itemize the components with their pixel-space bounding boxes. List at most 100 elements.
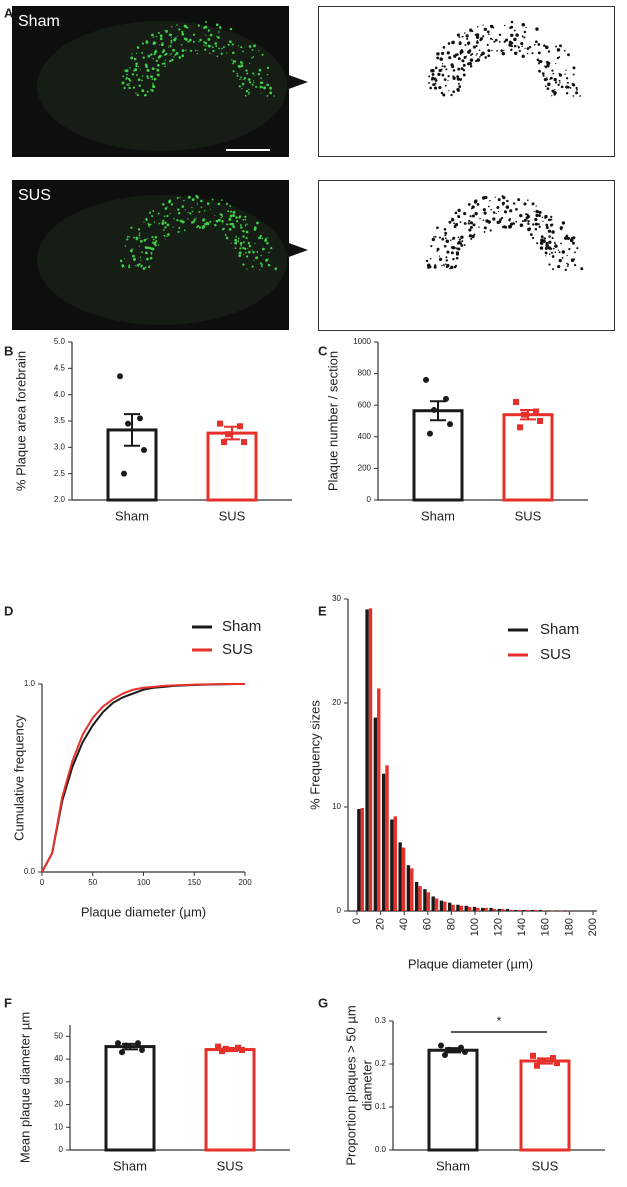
speckle [479, 217, 481, 220]
speckle [460, 235, 464, 239]
speckle [251, 249, 254, 251]
speckle [240, 46, 242, 49]
speckle [450, 265, 454, 269]
speckle [169, 59, 172, 63]
speckle [540, 235, 544, 239]
panel-letter: F [4, 995, 12, 1010]
speckle [128, 266, 131, 269]
legend-label: Sham [540, 621, 579, 638]
speckle [510, 20, 514, 24]
image-label: Sham [18, 13, 60, 30]
speckle [139, 256, 142, 258]
speckle [260, 81, 263, 85]
speckle [467, 222, 471, 225]
speckle [471, 214, 475, 218]
y-tick-label: 4.5 [54, 363, 66, 372]
speckle [498, 33, 502, 36]
bar [567, 910, 571, 911]
speckle [543, 44, 546, 47]
speckle [461, 240, 464, 243]
speckle [450, 239, 452, 241]
speckle [234, 241, 238, 245]
speckle [175, 51, 179, 55]
speckle [443, 244, 447, 248]
speckle [244, 77, 247, 79]
speckle [486, 30, 490, 34]
speckle [141, 251, 143, 253]
speckle [538, 210, 542, 214]
data-point [119, 1049, 125, 1056]
speckle [187, 211, 189, 214]
y-tick-label: 800 [358, 369, 372, 378]
speckle [482, 35, 485, 38]
data-point [237, 423, 243, 430]
speckle [194, 49, 197, 52]
binary-image [318, 6, 615, 157]
speckle [172, 226, 174, 228]
y-tick-label: 40 [54, 1054, 63, 1063]
speckle [469, 225, 473, 229]
speckle [189, 212, 192, 215]
speckle [151, 33, 154, 37]
bar [410, 868, 414, 911]
speckle [559, 44, 562, 48]
speckle [464, 44, 467, 46]
speckle [147, 265, 151, 269]
speckle [545, 243, 549, 248]
speckle [227, 210, 230, 213]
speckle [248, 242, 251, 245]
speckle [174, 53, 177, 56]
data-point [533, 408, 539, 415]
speckle [526, 52, 529, 55]
speckle [558, 79, 561, 82]
speckle [133, 236, 135, 239]
speckle [510, 33, 514, 38]
speckle [156, 73, 160, 77]
speckle [235, 216, 238, 219]
speckle [154, 244, 157, 247]
speckle [565, 69, 567, 71]
speckle [470, 207, 473, 210]
speckle [195, 194, 199, 198]
data-point [443, 395, 449, 402]
speckle [549, 223, 553, 227]
speckle [263, 86, 266, 90]
y-tick-label: 1.0 [24, 679, 36, 688]
x-axis-label: Plaque diameter (µm) [408, 956, 533, 971]
speckle [545, 78, 548, 81]
bar [365, 609, 369, 911]
panel-letter: B [4, 343, 13, 358]
speckle [181, 32, 185, 36]
speckle [455, 256, 459, 260]
speckle [192, 40, 195, 43]
speckle [469, 215, 472, 218]
speckle [459, 41, 462, 43]
speckle [146, 246, 149, 250]
data-point [241, 439, 247, 446]
speckle [125, 69, 129, 73]
speckle [566, 81, 569, 84]
speckle [269, 86, 272, 90]
speckle [560, 228, 562, 231]
speckle [483, 211, 487, 215]
speckle [135, 62, 138, 66]
bar [385, 765, 389, 911]
speckle [553, 77, 557, 82]
speckle [523, 218, 527, 222]
speckle [456, 33, 460, 37]
speckle [561, 250, 566, 254]
speckle [575, 91, 579, 95]
speckle [130, 56, 134, 60]
speckle [247, 250, 251, 254]
speckle [136, 263, 139, 266]
speckle [554, 81, 558, 84]
x-tick-label: SUS [532, 1158, 559, 1173]
speckle [503, 49, 505, 52]
speckle [481, 51, 485, 56]
speckle [457, 242, 460, 245]
speckle [496, 206, 500, 209]
speckle [476, 26, 479, 28]
speckle [441, 65, 444, 67]
speckle [226, 223, 229, 226]
speckle [240, 244, 242, 247]
